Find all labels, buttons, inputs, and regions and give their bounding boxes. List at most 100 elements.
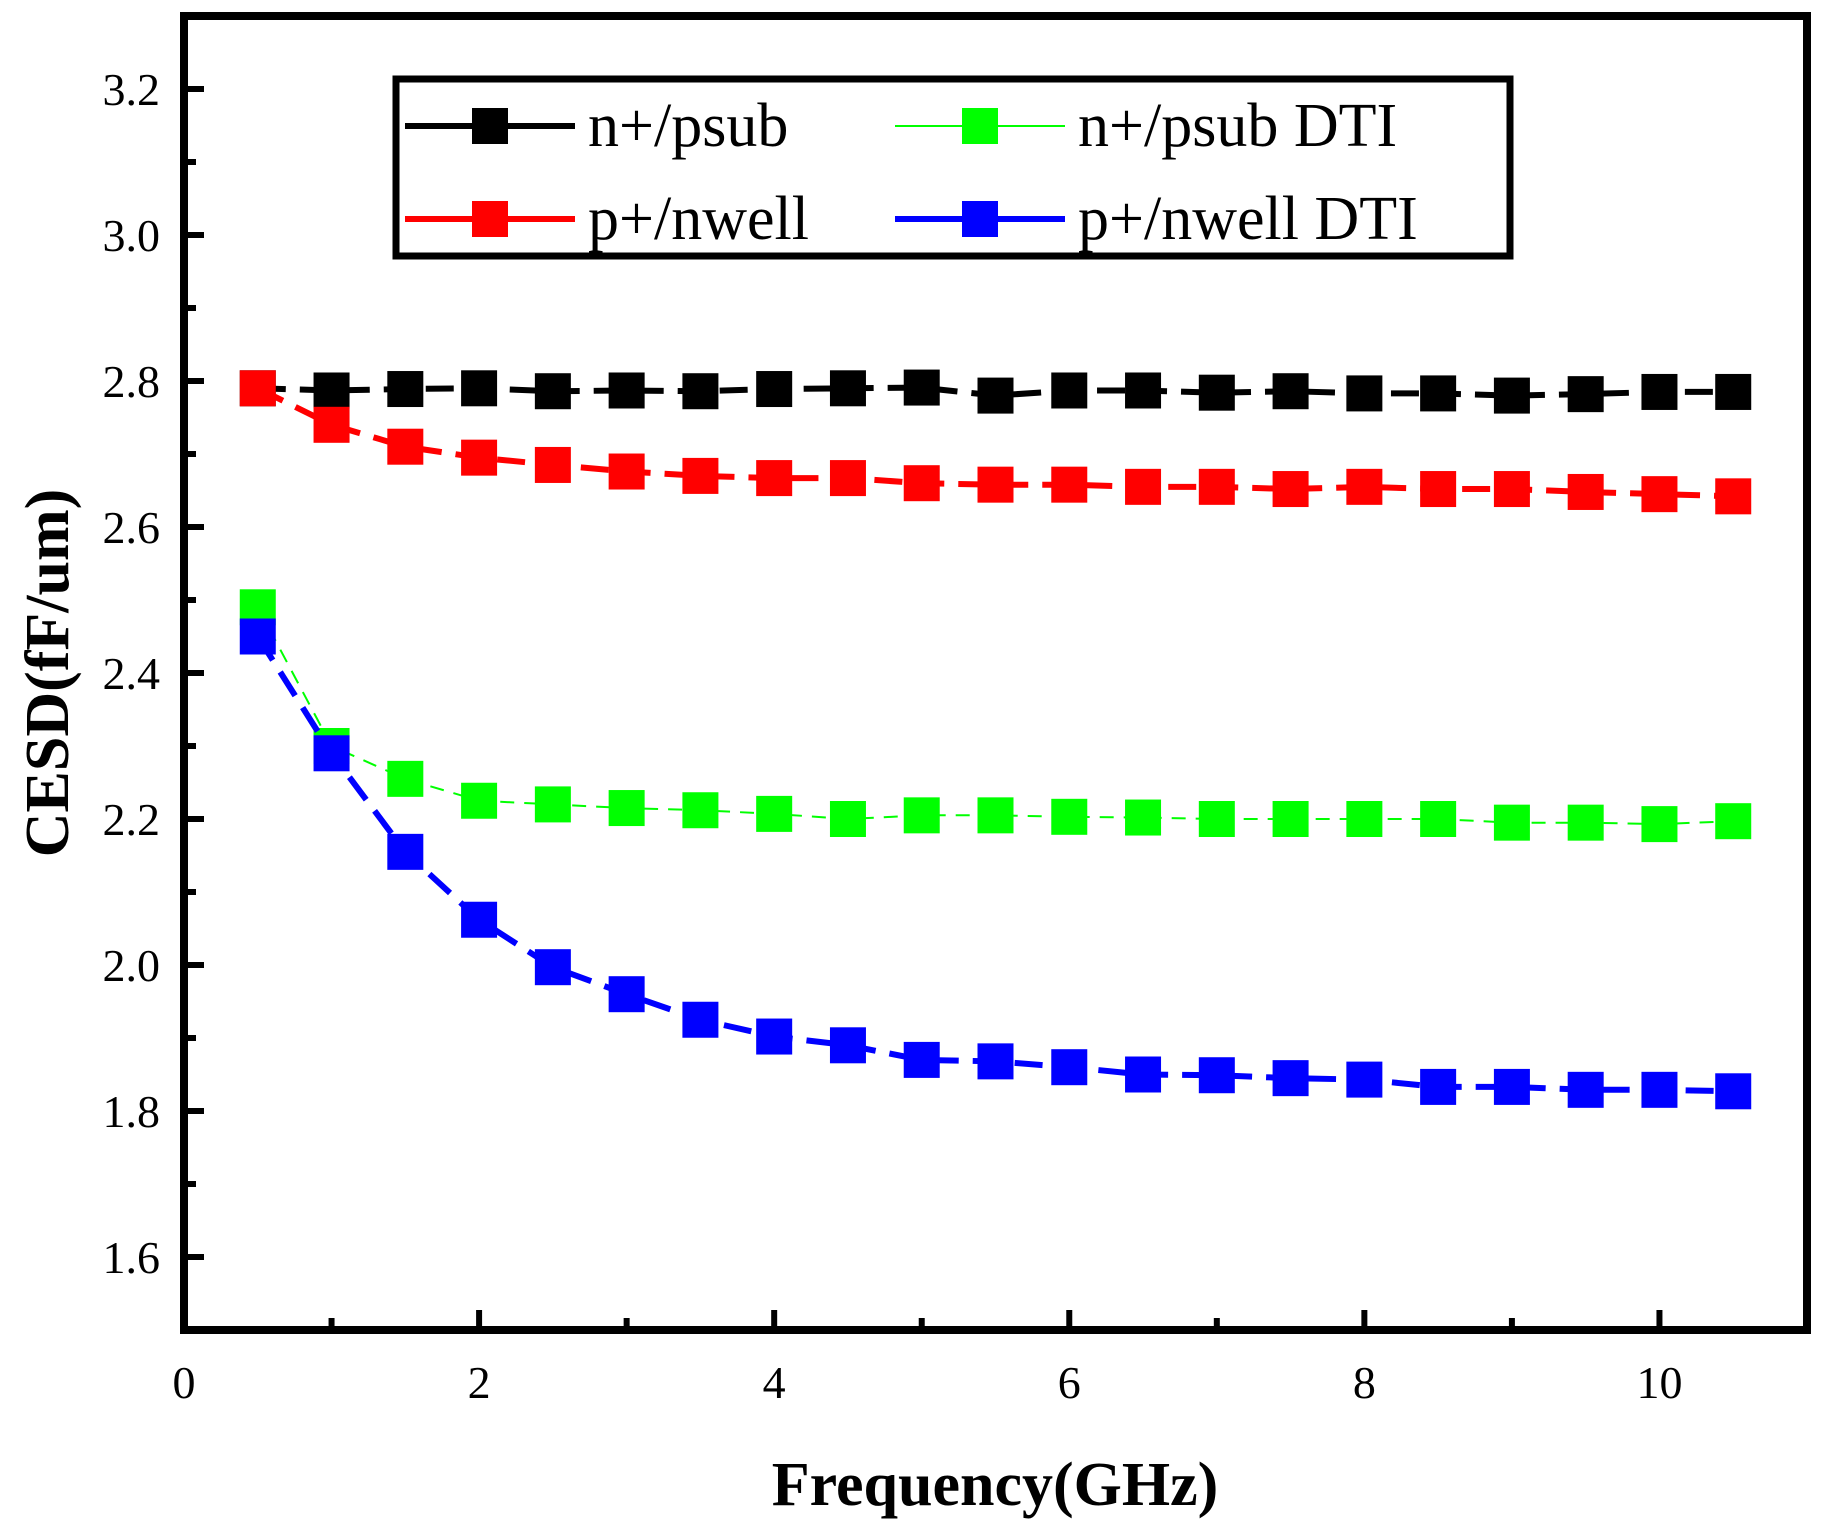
data-point [1125,372,1162,409]
data-point [313,735,350,772]
data-point [829,1027,866,1064]
series-layer [239,369,1752,1110]
data-point [461,370,498,407]
data-point [1493,1068,1530,1105]
data-point [608,372,645,409]
data-point [829,460,866,497]
x-tick-label: 2 [468,1357,491,1408]
y-tick-label: 1.8 [103,1086,161,1137]
series-p-nwell [239,370,1752,515]
x-tick-label: 6 [1058,1357,1081,1408]
data-point [1051,372,1088,409]
data-point [461,439,498,476]
data-point [1420,471,1457,508]
data-point [1715,1073,1752,1110]
data-point [608,790,645,827]
data-point [239,618,276,655]
data-point [387,371,424,408]
data-point [682,457,719,494]
data-point [1346,801,1383,837]
data-point [313,372,350,409]
legend-marker [962,108,998,144]
legend-label: p+/nwell DTI [1078,185,1418,253]
data-point [534,949,571,986]
data-point [903,797,940,834]
y-tick-label: 2.0 [103,940,161,991]
y-tick-label: 2.2 [103,794,161,845]
data-point [1420,375,1457,412]
y-tick-label: 1.6 [103,1232,161,1283]
legend-label: p+/nwell [588,185,809,253]
data-point [977,466,1014,503]
legend-marker [472,108,508,144]
data-point [1346,1061,1383,1098]
series-line [256,606,1734,826]
data-point [1051,466,1088,503]
data-point [534,446,571,483]
ticks-layer: 0 2 4 6 8 10 1.6 1.8 2.0 2.2 2.4 2.6 2.8 3.0 3.2 [103,64,1683,1408]
data-point [829,370,866,407]
data-point [1567,473,1604,510]
series-line [256,385,1734,500]
data-point [1198,374,1235,411]
data-point [1272,1060,1309,1097]
data-point [977,1043,1014,1080]
data-point [1125,468,1162,505]
data-point [977,797,1014,834]
plot-frame [180,12,1811,1334]
y-tick-label: 2.4 [103,648,161,699]
data-point [1567,376,1604,413]
data-point [1420,801,1457,837]
legend-item: p+/nwell DTI [895,185,1418,253]
data-point [756,460,793,497]
data-point [1715,373,1752,410]
data-point [313,406,350,443]
data-point [829,801,866,837]
data-point [1125,1056,1162,1093]
x-tick-label: 4 [763,1357,786,1408]
data-point [1567,804,1604,841]
y-axis-title: CESD(fF/um) [14,489,82,858]
data-point [1567,1071,1604,1108]
legend-box [392,75,1514,260]
data-point [1641,373,1678,410]
x-tick-label: 10 [1636,1357,1682,1408]
data-point [608,453,645,490]
data-point [387,428,424,465]
data-point [461,901,498,938]
data-point [1641,806,1678,843]
data-point [1198,468,1235,505]
y-tick-label: 3.0 [103,210,161,261]
data-point [608,976,645,1013]
data-point [756,371,793,408]
data-point [1420,1068,1457,1105]
data-point [1051,1049,1088,1086]
legend-item: n+/psub DTI [895,92,1397,160]
data-point [903,369,940,406]
y-tick-label: 2.6 [103,502,161,553]
data-point [1641,1071,1678,1108]
data-point [903,465,940,502]
data-point [1715,478,1752,515]
data-point [977,377,1014,414]
y-tick-label: 3.2 [103,64,161,115]
data-point [387,833,424,870]
legend-label: n+/psub DTI [1078,92,1397,160]
data-point [1715,803,1752,840]
y-tick-label: 2.8 [103,356,161,407]
data-point [1272,471,1309,508]
legend-item: n+/psub [405,92,788,160]
data-point [1051,798,1088,835]
data-point [534,786,571,823]
legend-label: n+/psub [588,92,788,160]
legend: n+/psub n+/psub DTI p+/nwell p+/nwell DTI [392,75,1514,260]
data-point [1346,468,1383,505]
data-point [682,1001,719,1038]
x-axis-title: Frequency(GHz) [772,1451,1219,1519]
data-point [756,1018,793,1055]
data-point [1198,801,1235,837]
data-point [1272,373,1309,410]
data-point [1346,375,1383,412]
